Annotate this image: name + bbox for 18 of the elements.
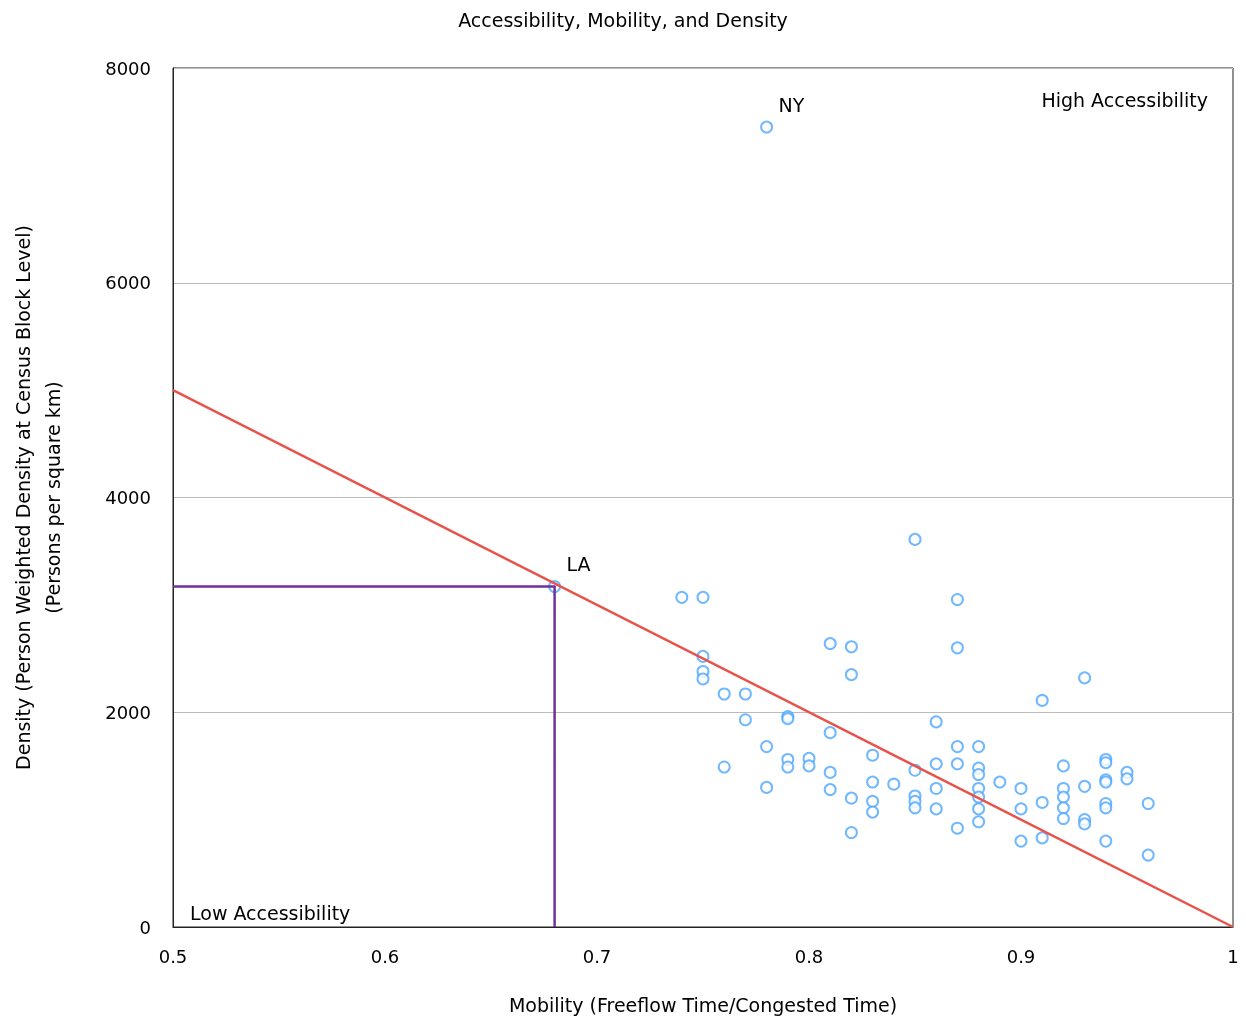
x-tick-label: 0.9	[1006, 945, 1036, 967]
annotation: NY	[778, 93, 805, 116]
annotation: High Accessibility	[1041, 88, 1208, 111]
x-tick-label: 0.6	[370, 945, 400, 967]
annotation: LA	[566, 553, 591, 576]
y-tick-label: 2000	[105, 701, 151, 723]
annotation: Low Accessibility	[190, 901, 351, 924]
chart-title: Accessibility, Mobility, and Density	[458, 8, 788, 31]
y-tick-label: 4000	[105, 487, 151, 508]
x-tick-label: 0.7	[582, 945, 612, 967]
x-tick-label: 1	[1227, 945, 1239, 967]
x-axis-title: Mobility (Freeflow Time/Congested Time)	[508, 993, 898, 1016]
y-tick-label: 0	[139, 916, 151, 938]
x-tick-label: 0.5	[158, 945, 188, 967]
y-tick-label: 8000	[105, 57, 151, 79]
y-axis-title: Density (Person Weighted Density at Census Block Level) (Persons per square km)	[12, 225, 64, 770]
x-tick-label: 0.8	[794, 945, 824, 967]
y-tick-label: 6000	[105, 272, 151, 294]
